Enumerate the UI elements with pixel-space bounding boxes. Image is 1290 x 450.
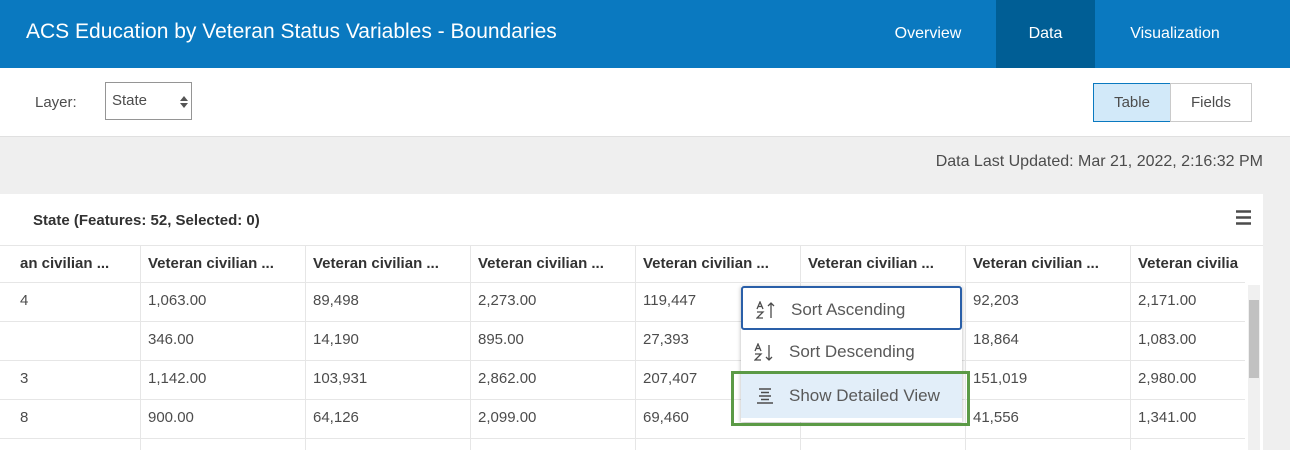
scrollbar	[1248, 285, 1260, 450]
column-header: Veteran civilian ...	[973, 255, 1099, 272]
column-divider	[1130, 245, 1131, 450]
table-cell: 151,019	[973, 370, 1028, 387]
table-cell: 14,190	[313, 331, 359, 348]
table-title: State (Features: 52, Selected: 0)	[33, 212, 260, 229]
nav-tab[interactable]: Visualization	[1130, 25, 1220, 42]
column-divider	[470, 245, 471, 450]
table-cell: 27,393	[643, 331, 689, 348]
table-cell: 1,063.00	[148, 292, 207, 309]
column-divider	[140, 245, 141, 450]
row-divider	[0, 360, 1245, 361]
highlight-box	[731, 371, 970, 426]
menu-item-label: Sort Descending	[789, 342, 915, 361]
sort-desc-icon	[754, 343, 773, 361]
row-divider	[0, 399, 1245, 400]
table-view-button[interactable]: Table	[1093, 83, 1171, 122]
toolbar: Layer: State Table Fields	[0, 68, 1290, 137]
nav-tab-active[interactable]: Data	[996, 0, 1095, 68]
table-cell: 89,498	[313, 292, 359, 309]
table-cell: 346.00	[148, 331, 194, 348]
table-menu-icon[interactable]	[1236, 210, 1251, 225]
layer-label: Layer:	[35, 94, 77, 111]
last-updated: Data Last Updated: Mar 21, 2022, 2:16:32…	[935, 153, 1263, 170]
layer-select[interactable]: State	[105, 82, 192, 120]
menu-item-label: Show Detailed View	[789, 386, 940, 405]
table-cell: 2,862.00	[478, 370, 537, 387]
table-cell: 2,099.00	[478, 409, 537, 426]
table-cell: 895.00	[478, 331, 524, 348]
column-header: Veteran civilian ...	[313, 255, 439, 272]
sort-ascending[interactable]: Sort Ascending	[741, 286, 962, 330]
column-header: Veteran civilian ...	[478, 255, 604, 272]
table-cell: 1,142.00	[148, 370, 207, 387]
header-divider	[0, 245, 1263, 246]
column-header: an civilian ...	[20, 255, 110, 272]
layer-value: State	[112, 92, 148, 109]
table-cell: 64,126	[313, 409, 359, 426]
table-cell: 8	[20, 409, 29, 426]
row-divider	[0, 282, 1245, 283]
context-menu: Sort Ascending Sort Descending Show Deta…	[741, 286, 962, 422]
table-panel: State (Features: 52, Selected: 0) an civ…	[0, 194, 1263, 450]
scrollbar-thumb[interactable]	[1249, 300, 1259, 378]
data-table: an civilian ... Veteran civilian ... Veter…	[0, 245, 1245, 450]
table-cell: 2,980.00	[1138, 370, 1197, 387]
table-cell: 18,864	[973, 331, 1019, 348]
table-cell: 41,556	[973, 409, 1019, 426]
table-cell: 92,203	[973, 292, 1019, 309]
select-arrows	[180, 96, 188, 108]
column-header: Veteran civilia	[1138, 255, 1239, 272]
table-cell: 1,341.00	[1138, 409, 1197, 426]
table-cell: 4	[20, 292, 29, 309]
menu-item-label: Sort Ascending	[791, 300, 906, 319]
column-header: Veteran civilian ...	[643, 255, 769, 272]
table-cell: 69,460	[643, 409, 689, 426]
nav-tab[interactable]: Overview	[894, 25, 962, 42]
row-divider	[0, 438, 1245, 439]
app-header: ACS Education by Veteran Status Variable…	[0, 0, 1290, 68]
app-title: ACS Education by Veteran Status Variable…	[26, 20, 557, 43]
table-cell: 119,447	[643, 292, 697, 309]
row-divider	[0, 321, 1245, 322]
table-cell: 900.00	[148, 409, 194, 426]
column-divider	[965, 245, 966, 450]
table-cell: 2,273.00	[478, 292, 537, 309]
table-cell: 3	[20, 370, 29, 387]
table-cell: 207,407	[643, 370, 698, 387]
sort-asc-icon	[756, 301, 775, 319]
table-cell: 103,931	[313, 370, 368, 387]
table-cell: 2,171.00	[1138, 292, 1197, 309]
column-divider	[305, 245, 306, 450]
fields-view-button[interactable]: Fields	[1170, 83, 1252, 122]
column-divider	[635, 245, 636, 450]
table-cell: 1,083.00	[1138, 331, 1197, 348]
sort-descending[interactable]: Sort Descending	[741, 330, 962, 374]
show-detailed-view[interactable]: Show Detailed View	[741, 374, 962, 418]
detail-icon	[757, 388, 773, 404]
column-header: Veteran civilian ...	[808, 255, 934, 272]
column-header: Veteran civilian ...	[148, 255, 274, 272]
